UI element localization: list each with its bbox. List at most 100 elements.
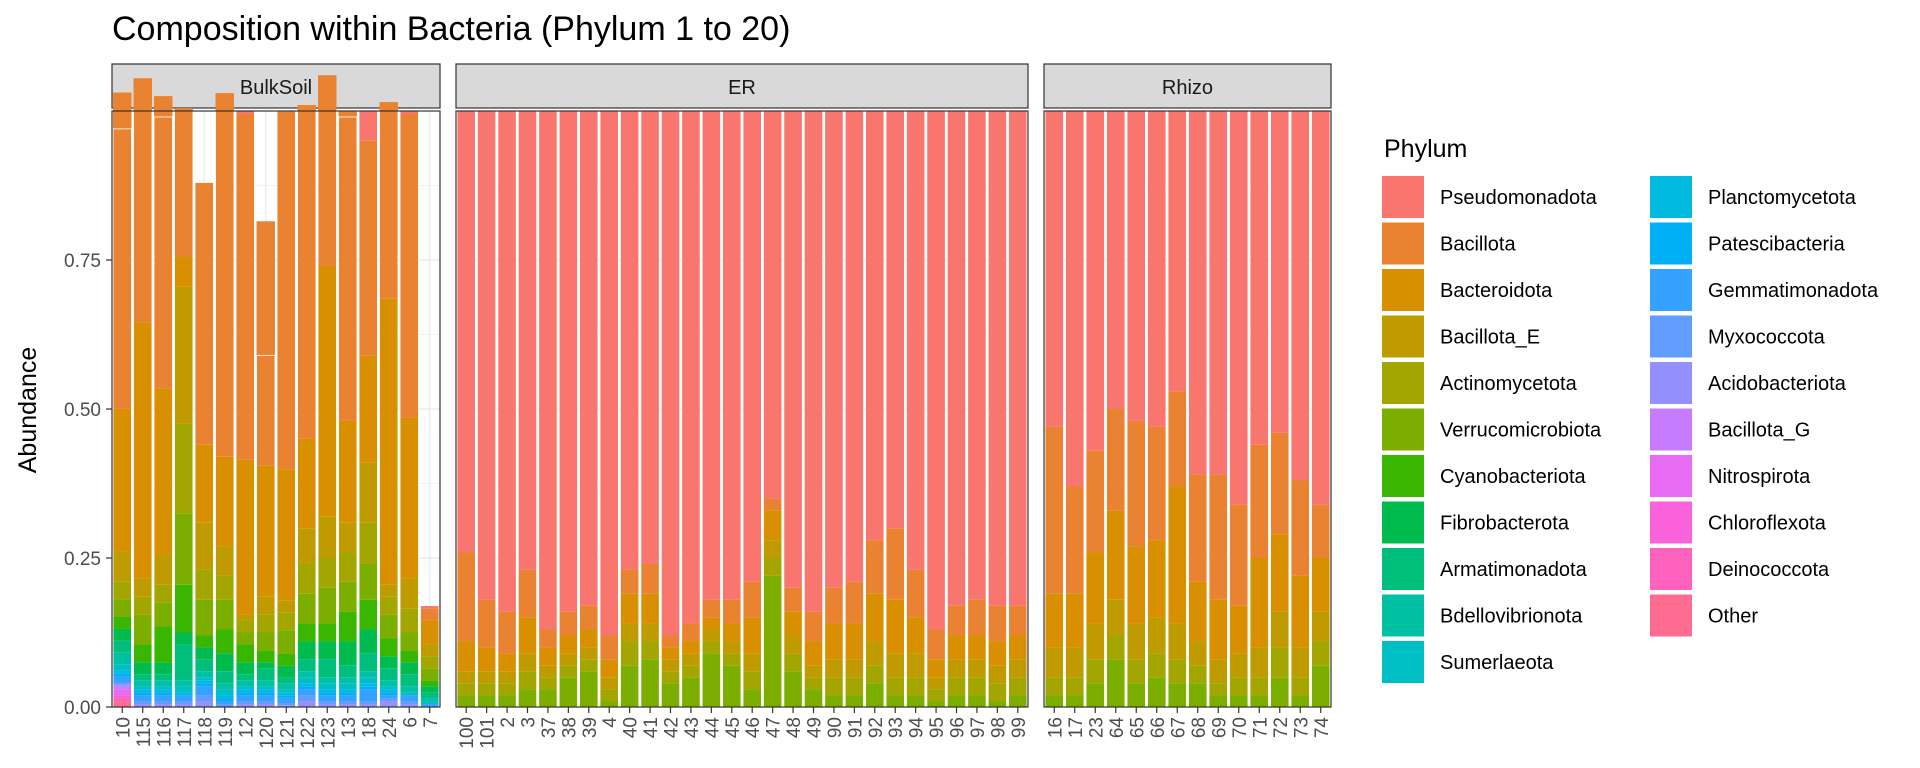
facet-strip-label: Rhizo xyxy=(1162,77,1213,99)
bar-segment xyxy=(113,689,132,696)
bar-segment xyxy=(133,674,152,681)
bar-segment xyxy=(1065,647,1084,678)
legend-label: Bacillota xyxy=(1440,234,1516,256)
bar-segment xyxy=(113,581,132,600)
bar-rhizo-69 xyxy=(1208,110,1228,708)
bar-segment xyxy=(154,584,173,603)
bar-segment xyxy=(1311,504,1330,558)
bar-segment xyxy=(318,641,337,660)
bar-segment xyxy=(681,677,701,707)
bar-segment xyxy=(400,578,419,609)
bar-segment xyxy=(215,671,234,684)
x-tick-label: 115 xyxy=(134,717,155,747)
bar-segment xyxy=(420,680,439,687)
bar-segment xyxy=(620,665,639,707)
bar-segment xyxy=(256,701,275,705)
legend-item: Myxococcota xyxy=(1650,315,1826,358)
bar-segment xyxy=(318,677,337,684)
bar-segment xyxy=(174,701,193,705)
bar-segment xyxy=(579,671,598,707)
bar-rhizo-23 xyxy=(1085,110,1105,708)
bar-segment xyxy=(297,593,316,624)
bar-segment xyxy=(1168,391,1187,487)
bar-segment xyxy=(1086,659,1105,684)
bar-segment xyxy=(113,695,132,699)
bar-er-99 xyxy=(1008,110,1028,708)
bar-segment xyxy=(518,617,537,654)
bar-segment xyxy=(1045,647,1064,678)
bar-segment xyxy=(1250,111,1269,445)
bar-segment xyxy=(1250,695,1269,707)
bar-segment xyxy=(886,599,905,654)
bar-segment xyxy=(559,635,578,654)
bar-bulksoil-7 xyxy=(420,605,440,708)
bar-segment xyxy=(236,644,255,663)
x-tick-label: 7 xyxy=(421,717,442,728)
bar-segment xyxy=(154,704,173,707)
bar-rhizo-68 xyxy=(1188,110,1208,708)
bar-segment xyxy=(359,671,378,678)
bar-segment xyxy=(338,692,357,696)
bar-segment xyxy=(1008,605,1027,636)
bar-er-38 xyxy=(558,110,578,708)
bar-segment xyxy=(215,701,234,705)
bar-segment xyxy=(236,111,255,114)
legend-key xyxy=(1382,362,1424,404)
bar-segment xyxy=(640,659,660,707)
bar-segment xyxy=(1188,581,1207,642)
bar-er-41 xyxy=(640,110,660,708)
legend-label: Planctomycetota xyxy=(1708,187,1857,209)
bar-segment xyxy=(215,546,234,576)
bar-er-2 xyxy=(497,110,517,708)
bar-segment xyxy=(967,599,987,636)
bar-segment xyxy=(1270,647,1289,678)
bar-segment xyxy=(457,641,476,672)
bar-segment xyxy=(174,257,193,287)
bar-segment xyxy=(865,540,884,594)
bar-segment xyxy=(845,677,864,696)
bar-segment xyxy=(215,629,234,654)
bar-segment xyxy=(256,680,275,687)
bar-segment xyxy=(359,677,378,684)
chart-title: Composition within Bacteria (Phylum 1 to… xyxy=(112,10,790,48)
bar-segment xyxy=(318,689,337,693)
bar-segment xyxy=(967,677,987,696)
bar-segment xyxy=(600,689,619,702)
legend-key xyxy=(1382,641,1424,683)
bar-bulksoil-117 xyxy=(174,108,194,708)
bar-segment xyxy=(824,695,844,707)
bar-segment xyxy=(359,599,378,630)
legend-key xyxy=(1382,548,1424,590)
bar-er-91 xyxy=(844,110,864,708)
bar-segment xyxy=(379,102,398,299)
bar-segment xyxy=(256,632,275,651)
bar-segment xyxy=(297,563,316,594)
bar-segment xyxy=(195,444,214,523)
bar-segment xyxy=(538,677,558,690)
bar-segment xyxy=(926,689,946,702)
bar-segment xyxy=(215,599,234,630)
bar-segment xyxy=(338,581,357,612)
bar-segment xyxy=(804,641,823,666)
bar-segment xyxy=(236,662,255,675)
bar-segment xyxy=(640,623,660,642)
bar-segment xyxy=(154,680,173,687)
bar-segment xyxy=(277,689,296,693)
bar-segment xyxy=(236,701,255,705)
bar-rhizo-64 xyxy=(1106,110,1126,708)
legend-label: Chloroflexota xyxy=(1708,513,1827,535)
bar-segment xyxy=(702,617,721,630)
bar-segment xyxy=(824,587,844,624)
bar-segment xyxy=(947,659,966,678)
bar-segment xyxy=(1106,409,1125,511)
bar-segment xyxy=(256,614,275,633)
bar-segment xyxy=(215,456,234,547)
bar-bulksoil-122 xyxy=(297,105,317,708)
bar-segment xyxy=(174,108,193,258)
x-tick-label: 121 xyxy=(277,717,298,749)
bar-segment xyxy=(1127,623,1146,660)
bar-segment xyxy=(1045,593,1064,648)
x-tick-label: 67 xyxy=(1168,717,1189,738)
bar-segment xyxy=(420,656,439,669)
